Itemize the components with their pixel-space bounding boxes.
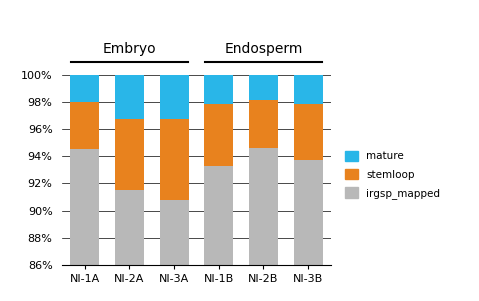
Bar xyxy=(115,75,144,119)
Bar xyxy=(204,166,233,301)
Bar xyxy=(160,75,189,119)
Bar xyxy=(160,200,189,301)
Bar xyxy=(294,75,323,104)
Bar xyxy=(70,75,99,102)
Bar xyxy=(249,100,278,148)
Bar xyxy=(204,75,233,104)
Bar xyxy=(294,160,323,301)
Text: Endosperm: Endosperm xyxy=(224,42,303,56)
Bar xyxy=(70,149,99,301)
Bar xyxy=(249,148,278,301)
Bar xyxy=(115,119,144,190)
Text: Embryo: Embryo xyxy=(103,42,156,56)
Bar xyxy=(294,104,323,160)
Bar xyxy=(204,104,233,166)
Bar xyxy=(115,190,144,301)
Legend: mature, stemloop, irgsp_mapped: mature, stemloop, irgsp_mapped xyxy=(345,150,440,199)
Bar xyxy=(249,75,278,100)
Bar xyxy=(70,102,99,149)
Bar xyxy=(160,119,189,200)
